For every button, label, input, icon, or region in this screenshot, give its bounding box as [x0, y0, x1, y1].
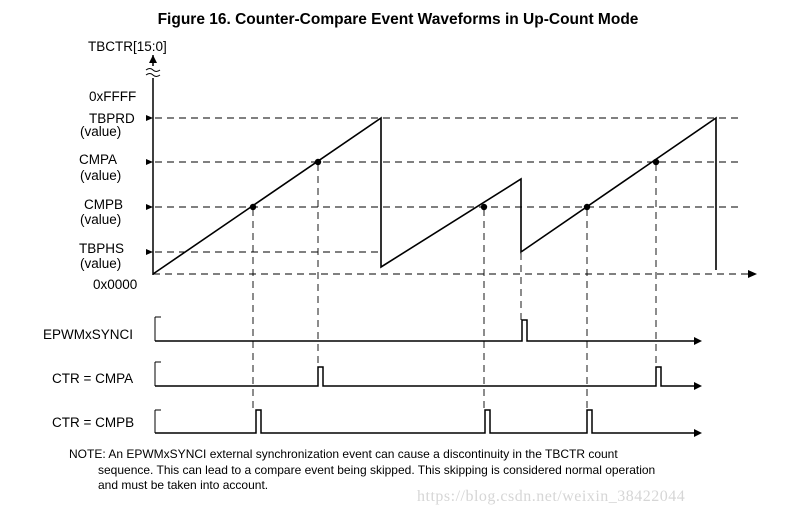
- signal-label-ctr-cmpa: CTR = CMPA: [52, 371, 133, 386]
- footnote-line-2: sequence. This can lead to a compare eve…: [98, 462, 656, 477]
- level-label-cmpa: CMPA: [79, 152, 117, 167]
- y-axis: [145, 55, 161, 275]
- y-axis-label: TBCTR[15:0]: [88, 39, 167, 54]
- level-label-tbprd-value: (value): [80, 124, 121, 139]
- footnote-line-1: NOTE: An EPWMxSYNCI external synchroniza…: [69, 447, 618, 461]
- level-label-cmpb: CMPB: [84, 197, 123, 212]
- tbctr-waveform: [152, 116, 717, 275]
- x-axis: [153, 270, 757, 278]
- footnote: NOTE: An EPWMxSYNCI external synchroniza…: [69, 447, 759, 494]
- cmpa-match-point: [314, 158, 322, 166]
- figure-title: Figure 16. Counter-Compare Event Wavefor…: [157, 11, 639, 28]
- ctr-cmpb-trace: [154, 409, 702, 437]
- epwmxsynci-trace: [154, 316, 702, 345]
- level-label-cmpb-value: (value): [80, 212, 121, 227]
- ctr-cmpa-trace: [154, 361, 702, 390]
- cmpa-match-point: [652, 158, 660, 166]
- level-label-0xffff: 0xFFFF: [89, 89, 136, 104]
- signal-label-epwmxsynci: EPWMxSYNCI: [43, 327, 133, 342]
- level-reference-lines: [155, 117, 740, 253]
- level-ticks: [146, 115, 153, 255]
- compare-event-points: [249, 158, 660, 211]
- signal-label-ctr-cmpb: CTR = CMPB: [52, 415, 134, 430]
- level-label-tbphs-value: (value): [80, 256, 121, 271]
- level-label-tbphs: TBPHS: [79, 241, 124, 256]
- cmpb-match-point: [249, 203, 257, 211]
- cmpb-match-point: [583, 203, 591, 211]
- cmpb-match-point: [480, 203, 488, 211]
- event-drop-lines: [252, 164, 657, 410]
- footnote-line-3: and must be taken into account.: [98, 478, 269, 492]
- level-label-cmpa-value: (value): [80, 168, 121, 183]
- watermark-url: https://blog.csdn.net/weixin_38422044: [417, 488, 686, 505]
- level-label-0x0000: 0x0000: [93, 277, 137, 292]
- level-label-tbprd: TBPRD: [89, 111, 135, 126]
